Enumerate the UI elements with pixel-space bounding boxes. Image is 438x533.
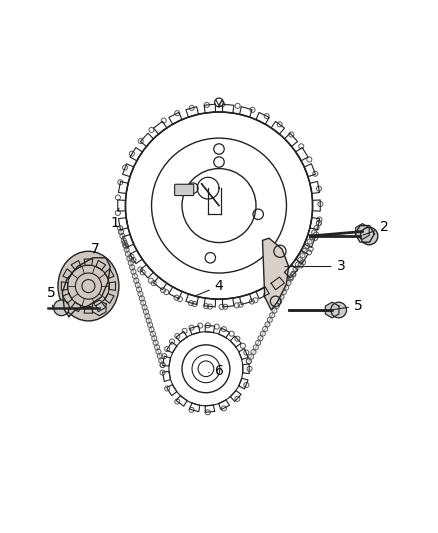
Circle shape [53,300,69,316]
Text: 5: 5 [334,298,363,313]
FancyBboxPatch shape [175,184,194,196]
Polygon shape [92,300,106,316]
Circle shape [360,228,378,245]
Circle shape [331,302,346,318]
Polygon shape [356,224,369,239]
Text: 3: 3 [285,260,345,273]
Text: 2: 2 [363,220,389,235]
Text: 5: 5 [47,286,56,308]
Text: 6: 6 [208,364,223,378]
Text: 7: 7 [91,242,99,256]
Ellipse shape [58,251,119,321]
Polygon shape [325,302,339,318]
Text: 4: 4 [195,279,223,296]
Text: 1: 1 [110,208,119,230]
Polygon shape [262,238,289,310]
